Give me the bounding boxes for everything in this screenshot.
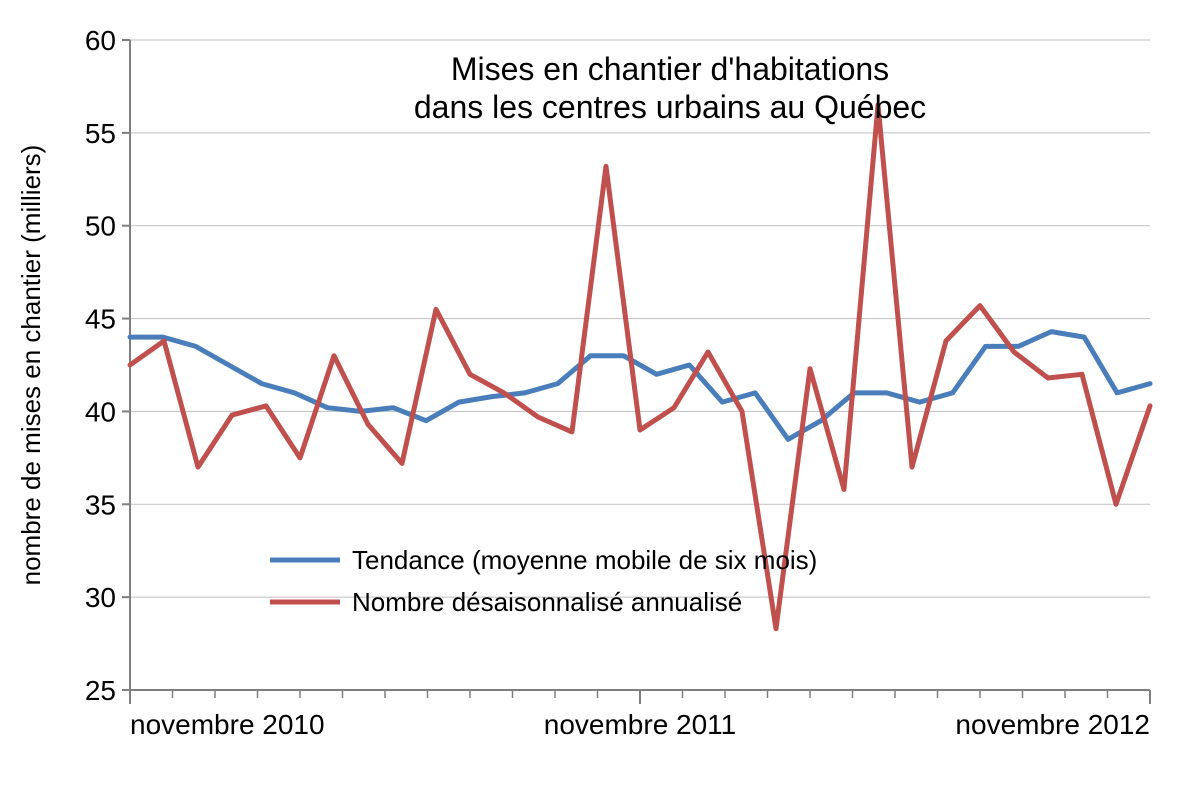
y-tick-label: 50 (85, 211, 116, 242)
x-tick-label: novembre 2010 (130, 709, 325, 740)
y-axis-label: nombre de mises en chantier (milliers) (16, 145, 46, 586)
y-tick-label: 40 (85, 396, 116, 427)
chart-title-line1: Mises en chantier d'habitations (451, 51, 889, 87)
y-tick-label: 55 (85, 118, 116, 149)
chart-title-line2: dans les centres urbains au Québec (414, 89, 926, 125)
x-tick-label: novembre 2011 (544, 709, 737, 740)
y-tick-label: 30 (85, 582, 116, 613)
y-tick-label: 45 (85, 304, 116, 335)
legend-label-desaisonnalise: Nombre désaisonnalisé annualisé (352, 587, 742, 617)
y-tick-label: 25 (85, 675, 116, 706)
y-tick-label: 60 (85, 25, 116, 56)
y-tick-label: 35 (85, 489, 116, 520)
x-tick-label: novembre 2012 (955, 709, 1150, 740)
line-chart: 25 30 35 40 45 50 55 60 novembre 2010 novembre 20… (0, 0, 1200, 800)
chart-container: 25 30 35 40 45 50 55 60 novembre 2010 novembre 20… (0, 0, 1200, 800)
legend-label-tendance: Tendance (moyenne mobile de six mois) (352, 545, 817, 575)
